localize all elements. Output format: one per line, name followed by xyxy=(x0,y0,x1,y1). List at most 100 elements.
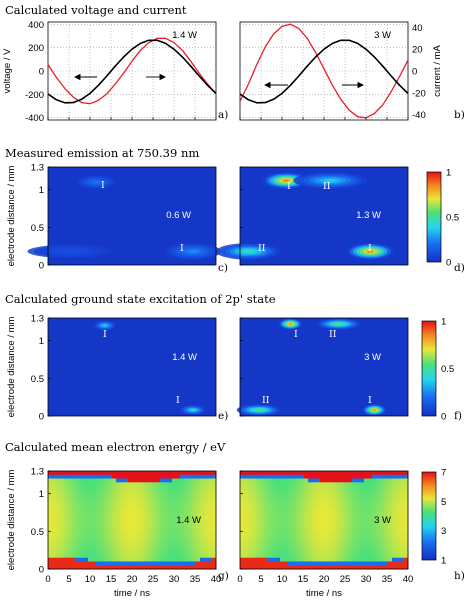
energy-cell xyxy=(372,501,377,506)
energy-cell xyxy=(56,501,61,506)
energy-cell xyxy=(88,527,93,532)
energy-cell xyxy=(388,501,393,506)
energy-cell xyxy=(380,538,385,544)
energy-cell xyxy=(88,535,93,540)
energy-cell xyxy=(372,546,377,551)
energy-cell xyxy=(368,561,373,566)
energy-cell xyxy=(272,538,277,544)
energy-cell xyxy=(156,489,161,495)
energy-cell xyxy=(372,508,377,513)
energy-cell xyxy=(208,482,213,487)
energy-cell xyxy=(396,501,401,506)
energy-cell xyxy=(140,523,145,528)
energy-cell xyxy=(372,527,377,532)
energy-cell xyxy=(72,561,77,566)
energy-cell xyxy=(380,527,385,532)
energy-cell xyxy=(252,565,257,570)
energy-cell xyxy=(140,501,145,506)
energy-cell xyxy=(152,531,157,536)
energy-cell xyxy=(324,474,329,479)
energy-cell xyxy=(52,550,57,555)
energy-cell xyxy=(380,482,385,487)
energy-cell xyxy=(272,553,277,559)
energy-cell xyxy=(276,520,281,525)
energy-cell xyxy=(188,527,193,532)
energy-cell xyxy=(260,482,265,487)
energy-cell xyxy=(72,486,77,491)
energy-cell xyxy=(252,542,257,547)
energy-cell xyxy=(268,565,273,570)
energy-cell xyxy=(348,504,353,510)
energy-cell xyxy=(276,512,281,517)
energy-cell xyxy=(120,482,125,487)
energy-cell xyxy=(176,523,181,528)
energy-cell xyxy=(276,557,281,562)
energy-cell xyxy=(84,546,89,551)
energy-cell xyxy=(108,557,113,562)
energy-cell xyxy=(164,557,169,562)
energy-cell xyxy=(240,542,245,547)
energy-cell xyxy=(76,557,81,562)
energy-cell xyxy=(396,523,401,528)
energy-cell xyxy=(264,516,269,521)
energy-cell xyxy=(240,520,245,525)
energy-cell xyxy=(52,489,57,495)
energy-cell xyxy=(108,516,113,521)
energy-cell xyxy=(280,535,285,540)
energy-cell xyxy=(212,516,217,521)
energy-cell xyxy=(248,557,253,562)
energy-cell xyxy=(196,474,201,479)
energy-cell xyxy=(84,538,89,544)
energy-cell xyxy=(372,504,377,510)
energy-cell xyxy=(88,471,93,476)
colorbar-h xyxy=(421,471,437,561)
energy-cell xyxy=(392,497,397,502)
energy-cell xyxy=(108,512,113,517)
energy-cell xyxy=(56,553,61,559)
energy-cell xyxy=(296,535,301,540)
energy-cell xyxy=(276,486,281,491)
energy-cell xyxy=(164,523,169,528)
energy-cell xyxy=(208,550,213,555)
energy-cell xyxy=(88,501,93,506)
energy-cell xyxy=(268,508,273,513)
energy-cell xyxy=(108,550,113,555)
energy-cell xyxy=(60,482,65,487)
energy-cell xyxy=(256,512,261,517)
heat-blob xyxy=(366,250,374,253)
energy-cell xyxy=(244,478,249,483)
time-tick: 25 xyxy=(148,574,159,585)
energy-cell xyxy=(376,542,381,547)
energy-cell xyxy=(80,501,85,506)
energy-cell xyxy=(404,535,409,540)
energy-cell xyxy=(184,535,189,540)
energy-cell xyxy=(120,493,125,498)
energy-cell xyxy=(372,538,377,544)
energy-cell xyxy=(52,486,57,491)
energy-cell xyxy=(204,527,209,532)
energy-cell xyxy=(256,557,261,562)
time-tick: 35 xyxy=(382,574,393,585)
energy-cell xyxy=(360,553,365,559)
energy-cell xyxy=(312,531,317,536)
energy-cell xyxy=(124,486,129,491)
energy-cell xyxy=(392,535,397,540)
energy-cell xyxy=(316,493,321,498)
energy-cell xyxy=(248,535,253,540)
energy-cell xyxy=(320,542,325,547)
energy-cell xyxy=(252,520,257,525)
energy-cell xyxy=(208,542,213,547)
energy-cell xyxy=(340,471,345,476)
colorbar-d-bar xyxy=(426,171,442,263)
energy-cell xyxy=(284,550,289,555)
energy-cell xyxy=(156,497,161,502)
annotation-f-4: I xyxy=(368,395,372,406)
energy-cell xyxy=(136,542,141,547)
energy-cell xyxy=(100,520,105,525)
energy-cell xyxy=(392,557,397,562)
heat-blob xyxy=(282,179,290,182)
energy-cell xyxy=(244,493,249,498)
energy-cell xyxy=(276,497,281,502)
energy-cell xyxy=(400,489,405,495)
energy-cell xyxy=(244,542,249,547)
